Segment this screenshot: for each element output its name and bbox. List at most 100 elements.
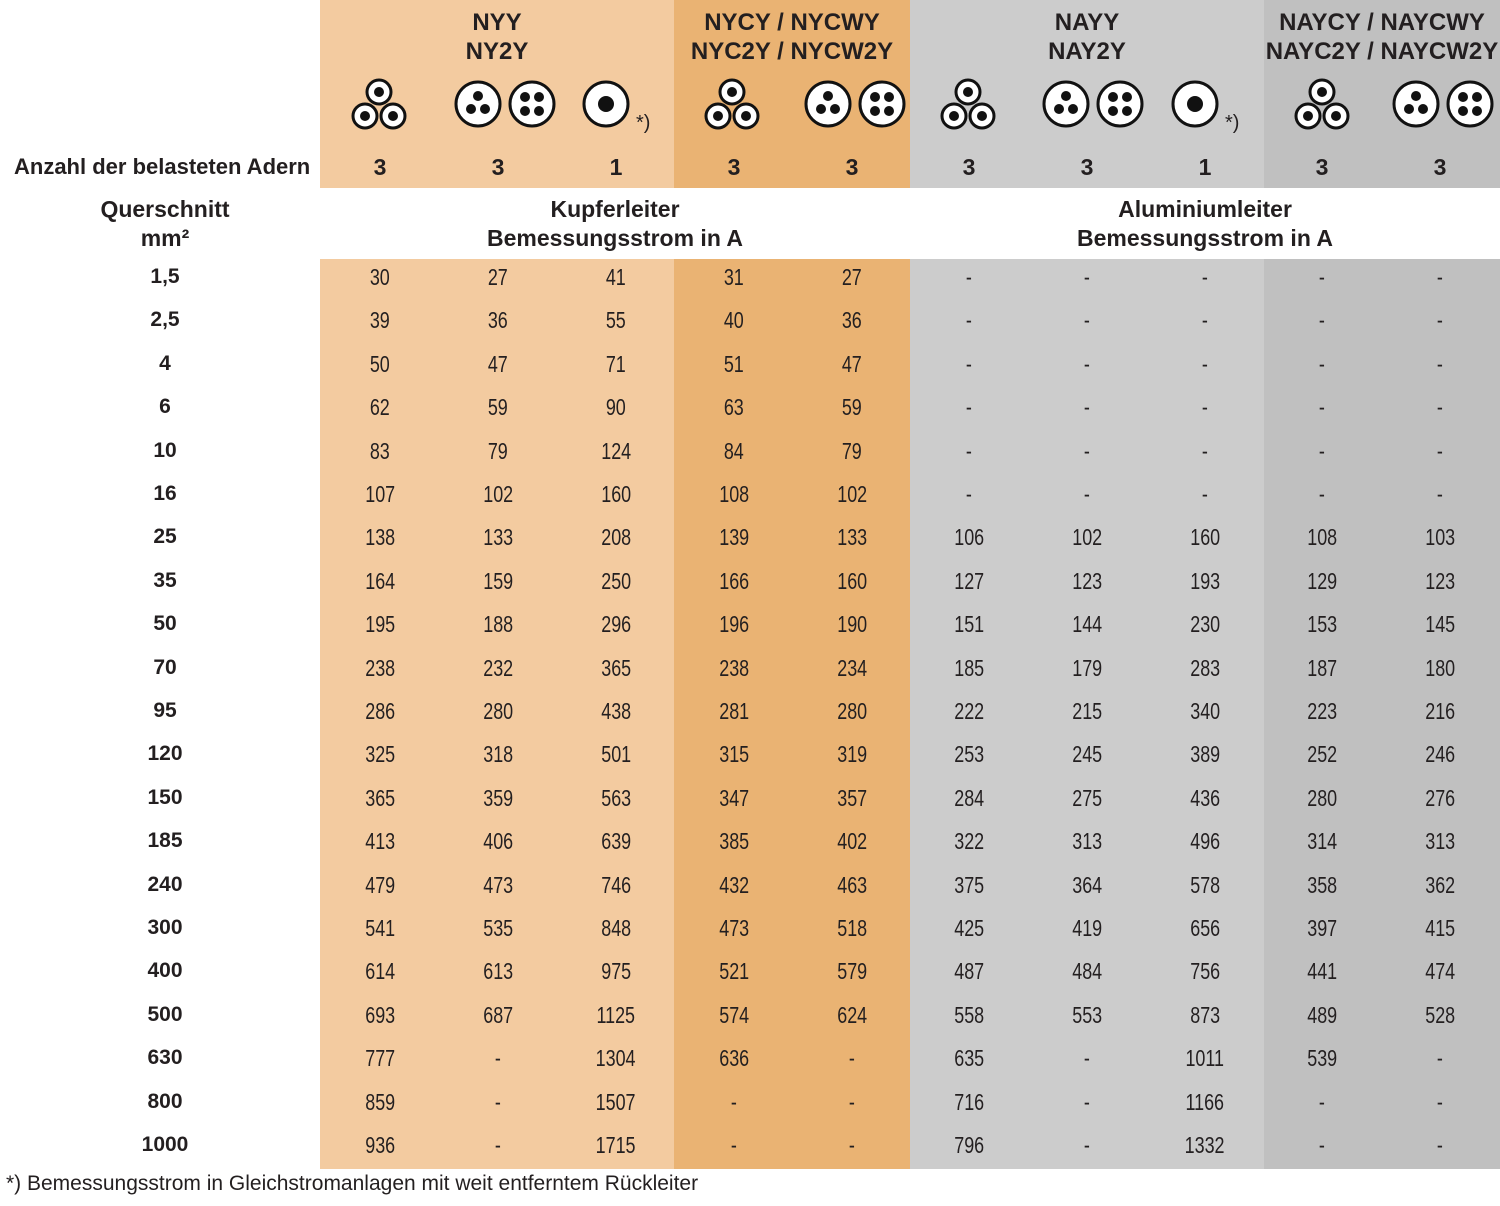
rated-current-value: 145 [1425, 611, 1455, 638]
rated-current-value: - [1319, 437, 1325, 464]
rated-current-cell: 578 [1146, 872, 1264, 899]
rated-current-value: 238 [719, 654, 749, 681]
rated-current-cell: 1507 [557, 1089, 675, 1116]
rated-current-cell: 501 [557, 741, 675, 768]
rated-current-value: 238 [365, 654, 395, 681]
rated-current-value: 318 [483, 741, 513, 768]
rated-current-label: Bemessungsstrom in A [486, 225, 744, 251]
rated-current-value: 71 [606, 350, 626, 377]
rated-current-value: 63 [724, 394, 744, 421]
rated-current-cell: 319 [793, 741, 911, 768]
rated-current-value: 216 [1425, 698, 1455, 724]
rated-current-cell: 36 [439, 307, 557, 334]
rated-current-cell: 280 [793, 698, 911, 725]
rated-current-cell: 539 [1263, 1045, 1381, 1072]
group-title-nyy: NYY NY2Y [320, 8, 674, 66]
rated-current-value: - [1437, 264, 1443, 290]
rated-current-value: 40 [724, 307, 744, 334]
rated-current-cell: 413 [321, 828, 439, 855]
rated-current-value: 1507 [596, 1088, 636, 1115]
rated-current-cell: 280 [1263, 785, 1381, 812]
rated-current-cell: 693 [321, 1002, 439, 1029]
rated-current-value: 413 [365, 828, 395, 855]
rated-current-cell: 55 [557, 307, 675, 334]
rated-current-value: 84 [724, 437, 744, 464]
rated-current-cell: 487 [910, 958, 1028, 985]
rated-current-cell: 71 [557, 351, 675, 378]
rated-current-value: 280 [483, 698, 513, 724]
rated-current-value: 535 [483, 915, 513, 941]
copper-section-header: Kupferleiter Bemessungsstrom in A [320, 195, 910, 253]
rated-current-cell: 283 [1146, 655, 1264, 682]
rated-current-cell: - [1028, 1045, 1146, 1072]
rated-current-value: 50 [370, 350, 390, 377]
cross-section-value: 400 [147, 959, 183, 983]
rated-current-value: - [1084, 307, 1090, 334]
rated-current-cell: 30 [321, 264, 439, 291]
rated-current-cell: 281 [675, 698, 793, 725]
rated-current-value: 39 [370, 307, 390, 334]
rated-current-cell: 208 [557, 524, 675, 551]
rated-current-cell: - [910, 351, 1028, 378]
rated-current-cell: 484 [1028, 958, 1146, 985]
rated-current-value: 160 [601, 481, 631, 507]
rated-current-value: 848 [601, 915, 631, 941]
rated-current-cell: - [1381, 307, 1499, 334]
rated-current-cell: 232 [439, 655, 557, 682]
rated-current-value: 347 [719, 784, 749, 811]
rated-current-value: 521 [719, 958, 749, 985]
rated-current-cell: 187 [1263, 655, 1381, 682]
rated-current-value: 479 [365, 871, 395, 898]
rated-current-cell: 359 [439, 785, 557, 812]
rated-current-cell: 636 [675, 1045, 793, 1072]
rated-current-cell: - [1263, 438, 1381, 465]
rated-current-value: 936 [365, 1132, 395, 1158]
rated-current-cell: 1011 [1146, 1045, 1264, 1072]
rated-current-cell: 108 [675, 481, 793, 508]
rated-current-value: - [966, 481, 972, 507]
loaded-cores-count: 1 [1198, 154, 1212, 180]
rated-current-value: 139 [719, 524, 749, 551]
rated-current-cell: 574 [675, 1002, 793, 1029]
rated-current-cell: - [910, 394, 1028, 421]
group-title-naycy: NAYCY / NAYCWY NAYC2Y / NAYCW2Y [1264, 8, 1500, 66]
cross-section-value: 500 [147, 1002, 183, 1026]
rated-current-value: 541 [365, 915, 395, 941]
rated-current-value: 196 [719, 611, 749, 638]
rated-current-cell: 541 [321, 915, 439, 942]
rated-current-value: 232 [483, 654, 513, 681]
rated-current-value: 159 [483, 567, 513, 594]
rated-current-cell: 1332 [1146, 1132, 1264, 1159]
rated-current-value: 693 [365, 1001, 395, 1028]
rated-current-value: 402 [837, 828, 867, 855]
rated-current-value: 27 [488, 264, 508, 290]
rated-current-cell: 489 [1263, 1002, 1381, 1029]
rated-current-value: 245 [1072, 741, 1102, 768]
rated-current-value: 553 [1072, 1001, 1102, 1028]
rated-current-value: 313 [1425, 828, 1455, 855]
rated-current-value: 397 [1307, 915, 1337, 941]
rated-current-value: 296 [601, 611, 631, 638]
rated-current-value: 636 [719, 1045, 749, 1072]
rated-current-cell: 347 [675, 785, 793, 812]
rated-current-value: 873 [1190, 1001, 1220, 1028]
rated-current-cell: 521 [675, 958, 793, 985]
rated-current-cell: 47 [793, 351, 911, 378]
rated-current-value: 484 [1072, 958, 1102, 985]
copper-conductor-label: Kupferleiter [550, 196, 680, 222]
rated-current-cell: 1304 [557, 1045, 675, 1072]
rated-current-cell: - [1028, 264, 1146, 291]
rated-current-value: - [1084, 481, 1090, 507]
rated-current-cell: - [1263, 1089, 1381, 1116]
rated-current-value: 574 [719, 1001, 749, 1028]
rated-current-value: - [731, 1088, 737, 1115]
rated-current-value: 286 [365, 698, 395, 724]
rated-current-cell: 558 [910, 1002, 1028, 1029]
rated-current-value: 252 [1307, 741, 1337, 768]
rated-current-cell: 129 [1263, 568, 1381, 595]
rated-current-cell: 84 [675, 438, 793, 465]
rated-current-cell: - [1146, 307, 1264, 334]
rated-current-value: 133 [837, 524, 867, 551]
rated-current-cell: 314 [1263, 828, 1381, 855]
rated-current-value: 234 [837, 654, 867, 681]
